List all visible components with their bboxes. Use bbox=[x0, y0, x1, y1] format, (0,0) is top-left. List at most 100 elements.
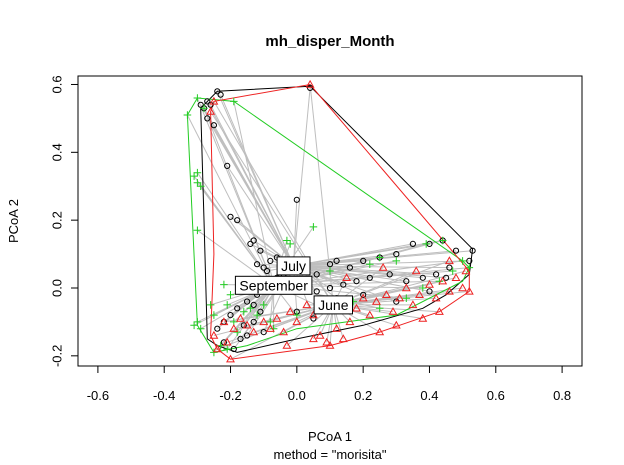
point-july bbox=[197, 101, 204, 108]
spoke-line bbox=[293, 265, 450, 269]
point-september bbox=[458, 257, 467, 265]
point-september bbox=[259, 301, 268, 309]
point-july bbox=[227, 312, 234, 319]
point-september bbox=[240, 307, 248, 316]
point-september bbox=[246, 304, 255, 313]
hull-june bbox=[210, 83, 470, 360]
point-september bbox=[392, 257, 401, 265]
spoke-line bbox=[203, 108, 275, 286]
point-july bbox=[326, 284, 334, 292]
point-june bbox=[408, 300, 418, 309]
point-july bbox=[433, 271, 440, 278]
centroid-label-box bbox=[313, 295, 354, 315]
point-september bbox=[190, 172, 198, 180]
point-september bbox=[448, 267, 457, 275]
chart-title: mh_disper_Month bbox=[265, 33, 394, 50]
point-september bbox=[193, 179, 202, 187]
point-september bbox=[286, 240, 294, 248]
point-july bbox=[227, 213, 234, 220]
point-july bbox=[313, 288, 320, 295]
y-tick-label: 0.6 bbox=[49, 75, 64, 93]
point-september bbox=[422, 240, 430, 248]
point-june bbox=[242, 320, 252, 329]
point-september bbox=[193, 226, 202, 235]
point-june bbox=[365, 310, 375, 319]
point-june bbox=[444, 256, 454, 265]
point-july bbox=[267, 257, 274, 264]
y-tick-label: 0.0 bbox=[49, 279, 64, 297]
point-june bbox=[236, 313, 245, 322]
point-june bbox=[388, 307, 398, 315]
point-september bbox=[283, 236, 291, 245]
point-september bbox=[402, 294, 411, 302]
point-july bbox=[340, 281, 347, 288]
data-points bbox=[183, 79, 476, 363]
point-june bbox=[358, 293, 368, 302]
point-july bbox=[214, 325, 221, 332]
point-june bbox=[345, 317, 355, 326]
point-july bbox=[466, 257, 473, 264]
point-june bbox=[338, 334, 348, 343]
point-june bbox=[395, 293, 405, 302]
point-july bbox=[409, 240, 416, 247]
point-june bbox=[292, 317, 302, 326]
point-july bbox=[386, 271, 393, 278]
point-july bbox=[244, 332, 251, 339]
point-june bbox=[332, 324, 342, 332]
point-september bbox=[226, 291, 235, 299]
point-june bbox=[378, 262, 388, 271]
point-june bbox=[418, 313, 428, 322]
point-september bbox=[193, 318, 202, 326]
point-july bbox=[346, 264, 353, 271]
point-september bbox=[223, 301, 231, 309]
point-september bbox=[196, 324, 205, 333]
point-july bbox=[237, 335, 244, 342]
point-july bbox=[254, 261, 261, 268]
hull-september bbox=[186, 97, 470, 353]
point-july bbox=[360, 257, 367, 264]
y-axis: -0.2 0.0 0.2 0.4 0.6 bbox=[49, 75, 79, 367]
point-june bbox=[371, 296, 381, 305]
point-july bbox=[257, 308, 264, 315]
point-july bbox=[217, 91, 224, 98]
centroid-label-text: September bbox=[239, 277, 308, 293]
hull-polygons bbox=[186, 83, 474, 360]
spoke-line bbox=[213, 101, 334, 306]
point-september bbox=[193, 94, 202, 102]
spoke-line bbox=[210, 111, 334, 306]
point-july bbox=[419, 274, 426, 281]
point-june bbox=[391, 320, 401, 329]
point-july bbox=[250, 318, 257, 325]
point-september bbox=[326, 267, 334, 275]
point-june bbox=[209, 330, 219, 339]
x-axis-sublabel: method = "morisita" bbox=[274, 447, 387, 462]
centroid-label-box bbox=[234, 275, 313, 295]
point-july bbox=[204, 115, 211, 122]
x-tick-label: 0.0 bbox=[288, 388, 306, 403]
point-june bbox=[279, 327, 289, 336]
point-september bbox=[438, 236, 447, 245]
point-september bbox=[183, 111, 192, 119]
point-july bbox=[230, 345, 237, 353]
point-july bbox=[250, 237, 257, 244]
spoke-line bbox=[333, 277, 457, 306]
point-july bbox=[224, 162, 231, 169]
point-july bbox=[452, 247, 460, 254]
point-july bbox=[393, 298, 400, 305]
point-june bbox=[249, 327, 259, 336]
point-july bbox=[247, 240, 254, 247]
point-june bbox=[259, 317, 269, 326]
point-september bbox=[375, 304, 384, 313]
point-september bbox=[366, 260, 374, 268]
point-june bbox=[219, 317, 229, 326]
spoke-line bbox=[293, 87, 311, 266]
point-june bbox=[415, 290, 424, 298]
point-july bbox=[443, 274, 450, 281]
point-june bbox=[229, 324, 239, 332]
point-july bbox=[244, 298, 251, 305]
point-july bbox=[257, 247, 264, 254]
point-june bbox=[425, 279, 434, 288]
centroid-label-september: September bbox=[234, 275, 313, 295]
point-september bbox=[223, 345, 231, 353]
